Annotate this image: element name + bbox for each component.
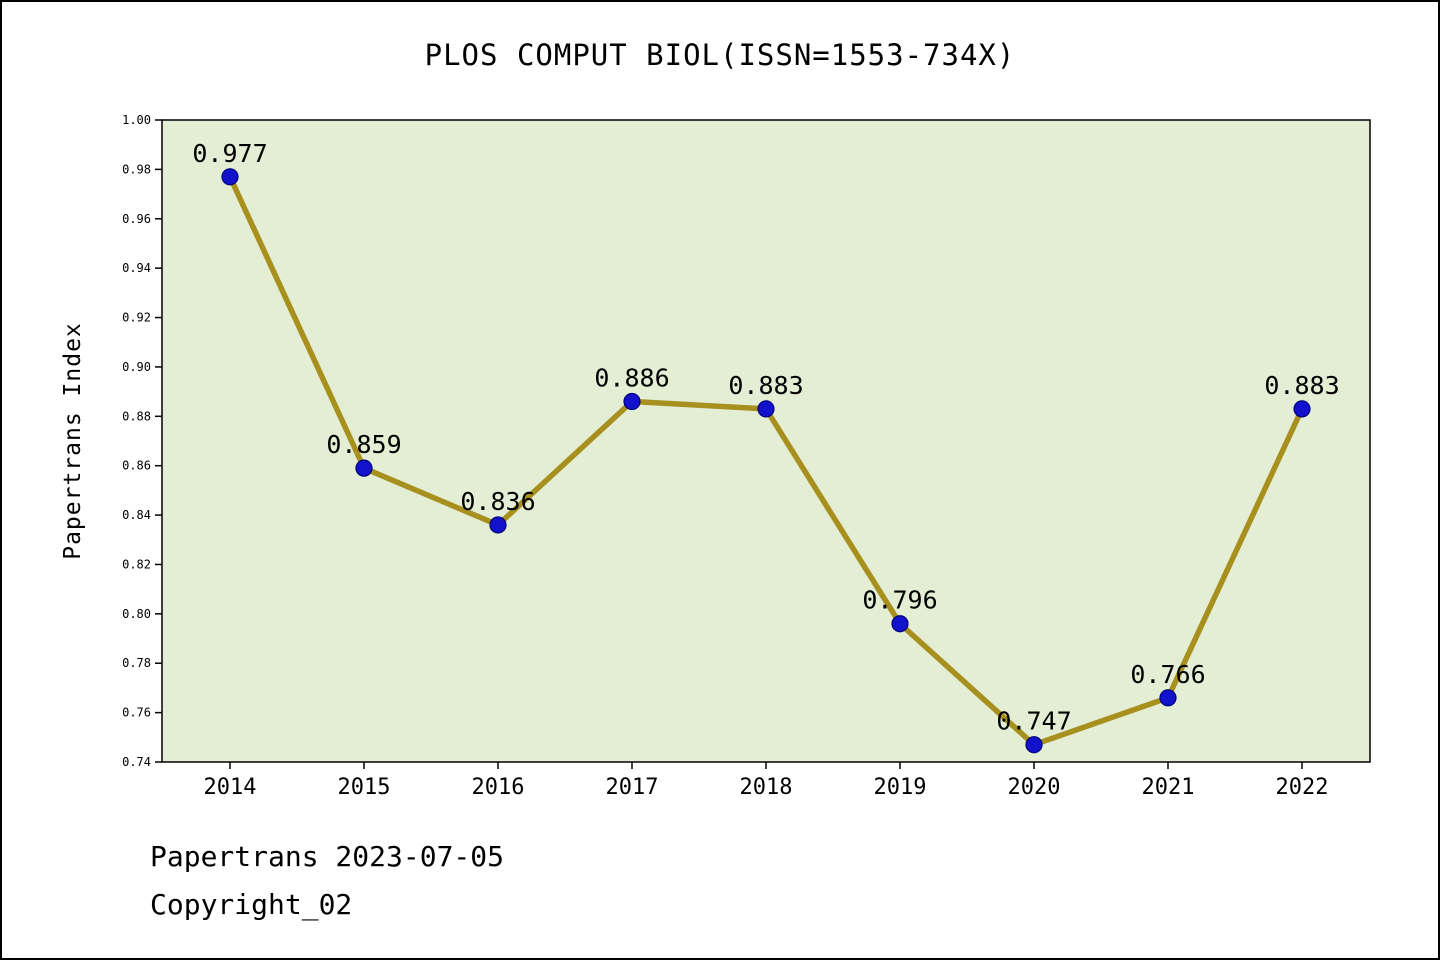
y-tick-label: 0.74 <box>122 755 151 769</box>
data-label: 0.883 <box>728 371 803 400</box>
x-tick-label: 2017 <box>606 775 659 800</box>
y-tick-label: 1.00 <box>122 113 151 127</box>
x-tick-label: 2015 <box>338 775 391 800</box>
data-label: 0.796 <box>862 586 937 615</box>
x-tick-label: 2022 <box>1276 775 1329 800</box>
y-tick-label: 0.98 <box>122 162 151 176</box>
x-tick-label: 2016 <box>472 775 525 800</box>
data-label: 0.859 <box>326 430 401 459</box>
y-axis-title: Papertrans Index <box>60 322 86 560</box>
y-tick-label: 0.82 <box>122 557 151 571</box>
line-chart: 0.74 0.76 0.78 0.80 0.82 0.84 0.86 0.88 0.90 0.92… <box>60 113 1371 800</box>
data-point <box>221 168 239 186</box>
footer-copyright: Copyright_02 <box>150 888 353 921</box>
x-tick-label: 2021 <box>1142 775 1195 800</box>
data-label: 0.747 <box>996 707 1071 736</box>
y-tick-label: 0.94 <box>122 261 151 275</box>
y-tick-label: 0.88 <box>122 409 151 423</box>
data-point <box>757 400 775 418</box>
data-point <box>1293 400 1311 418</box>
y-tick-label: 0.76 <box>122 706 151 720</box>
y-tick-label: 0.90 <box>122 360 151 374</box>
data-point <box>891 615 909 633</box>
data-point <box>489 516 507 534</box>
x-tick-label: 2018 <box>740 775 793 800</box>
data-point <box>355 459 373 477</box>
x-tick-label: 2019 <box>874 775 927 800</box>
data-label: 0.886 <box>594 363 669 392</box>
y-tick-label: 0.80 <box>122 607 151 621</box>
y-tick-label: 0.78 <box>122 656 151 670</box>
x-tick-label: 2020 <box>1008 775 1061 800</box>
data-label: 0.883 <box>1264 371 1339 400</box>
y-tick-label: 0.92 <box>122 311 151 325</box>
y-tick-label: 0.84 <box>122 508 151 522</box>
data-label: 0.977 <box>192 139 267 168</box>
data-point <box>1159 689 1177 707</box>
x-tick-label: 2014 <box>204 775 257 800</box>
y-tick-label: 0.96 <box>122 212 151 226</box>
chart-title: PLOS COMPUT BIOL(ISSN=1553-734X) <box>424 38 1016 72</box>
data-label: 0.836 <box>460 487 535 516</box>
plot-area <box>161 119 1371 763</box>
data-point <box>1025 736 1043 754</box>
data-label: 0.766 <box>1130 660 1205 689</box>
data-point <box>623 392 641 411</box>
footer-date: Papertrans 2023-07-05 <box>150 840 505 873</box>
y-tick-label: 0.86 <box>122 459 151 473</box>
